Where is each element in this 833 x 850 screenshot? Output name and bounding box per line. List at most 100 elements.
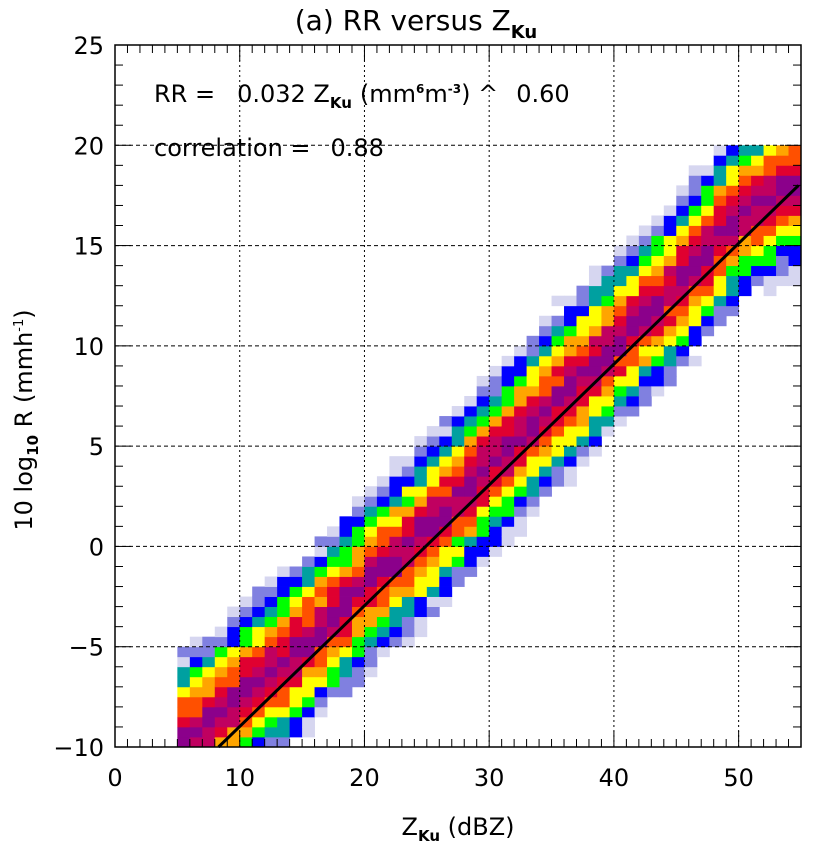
- density-cell: [289, 596, 303, 607]
- density-cell: [364, 586, 378, 597]
- density-cell: [401, 506, 415, 517]
- density-cell: [289, 616, 303, 628]
- density-cell: [564, 426, 577, 437]
- density-cell: [476, 496, 490, 507]
- density-cell: [489, 506, 503, 517]
- density-cell: [439, 476, 453, 487]
- density-cell: [588, 426, 602, 437]
- density-cell: [613, 385, 627, 397]
- density-cell: [501, 526, 515, 537]
- density-cell: [389, 506, 403, 517]
- density-cell: [451, 476, 465, 487]
- density-cell: [751, 175, 764, 186]
- density-cell: [327, 526, 340, 537]
- density-cell: [426, 426, 440, 437]
- density-cell: [414, 506, 428, 517]
- density-cell: [763, 185, 777, 196]
- density-cell: [526, 496, 540, 507]
- density-cell: [738, 145, 752, 156]
- density-cell: [214, 636, 228, 648]
- density-cell: [576, 375, 590, 387]
- density-cell: [564, 365, 577, 377]
- density-cell: [539, 396, 552, 407]
- density-cell: [663, 335, 677, 347]
- density-cell: [364, 656, 378, 668]
- density-cell: [351, 676, 365, 688]
- density-cell: [302, 576, 315, 587]
- correlation-annotation: correlation = 0.88: [154, 134, 384, 162]
- density-cell: [626, 406, 640, 417]
- density-cell: [651, 385, 665, 397]
- density-cell: [688, 295, 702, 307]
- density-cell: [651, 335, 665, 347]
- density-cell: [688, 235, 702, 246]
- density-cell: [539, 355, 552, 367]
- density-cell: [426, 456, 440, 467]
- density-cell: [663, 235, 677, 246]
- density-cell: [264, 706, 278, 718]
- density-cell: [588, 416, 602, 427]
- density-cell: [252, 716, 266, 728]
- density-cell: [676, 285, 690, 297]
- density-cell: [526, 355, 540, 367]
- density-cell: [688, 265, 702, 277]
- density-cell: [726, 205, 740, 216]
- density-cell: [376, 586, 390, 597]
- density-cell: [688, 325, 702, 337]
- density-cell: [327, 596, 340, 607]
- density-cell: [688, 205, 702, 216]
- density-cell: [339, 576, 353, 587]
- density-cell: [626, 275, 640, 287]
- density-cell: [514, 345, 527, 357]
- density-cell: [663, 365, 677, 377]
- density-cell: [551, 375, 565, 387]
- density-cell: [776, 215, 789, 226]
- density-cell: [489, 406, 503, 417]
- density-cell: [601, 315, 615, 327]
- density-cell: [613, 375, 627, 387]
- density-cell: [688, 305, 702, 317]
- density-cell: [439, 446, 453, 457]
- density-cell: [289, 586, 303, 597]
- density-cell: [264, 626, 278, 638]
- density-cell: [588, 365, 602, 377]
- density-cell: [426, 496, 440, 507]
- density-cell: [389, 456, 403, 467]
- density-cell: [651, 225, 665, 236]
- density-cell: [751, 225, 764, 236]
- density-cell: [613, 255, 627, 267]
- density-cell: [401, 606, 415, 618]
- density-cell: [726, 285, 740, 297]
- density-cell: [451, 486, 465, 497]
- density-cell: [327, 546, 340, 557]
- y-tick-label: 10: [73, 333, 104, 361]
- density-cell: [588, 295, 602, 307]
- density-cell: [439, 426, 453, 437]
- density-cell: [526, 486, 540, 497]
- density-cell: [464, 406, 478, 417]
- density-cell: [289, 686, 303, 698]
- density-cell: [501, 536, 515, 547]
- density-cell: [327, 686, 340, 698]
- density-cell: [476, 546, 490, 557]
- density-cell: [776, 165, 789, 176]
- density-cell: [651, 375, 665, 387]
- density-cell: [688, 255, 702, 267]
- density-cell: [638, 275, 652, 287]
- density-cell: [663, 295, 677, 307]
- density-cell: [539, 345, 552, 357]
- density-cell: [239, 686, 253, 698]
- density-cell: [564, 305, 577, 317]
- density-cell: [613, 396, 627, 407]
- density-cell: [451, 496, 465, 507]
- density-cell: [613, 295, 627, 307]
- density-cell: [451, 406, 465, 417]
- density-cell: [726, 275, 740, 287]
- density-cell: [751, 165, 764, 176]
- density-cell: [289, 726, 303, 738]
- density-cell: [177, 736, 191, 748]
- x-tick-label: 0: [107, 764, 122, 792]
- density-cell: [364, 626, 378, 638]
- fit-equation-units-close: ) ^: [461, 80, 498, 108]
- x-tick-label: 30: [474, 764, 505, 792]
